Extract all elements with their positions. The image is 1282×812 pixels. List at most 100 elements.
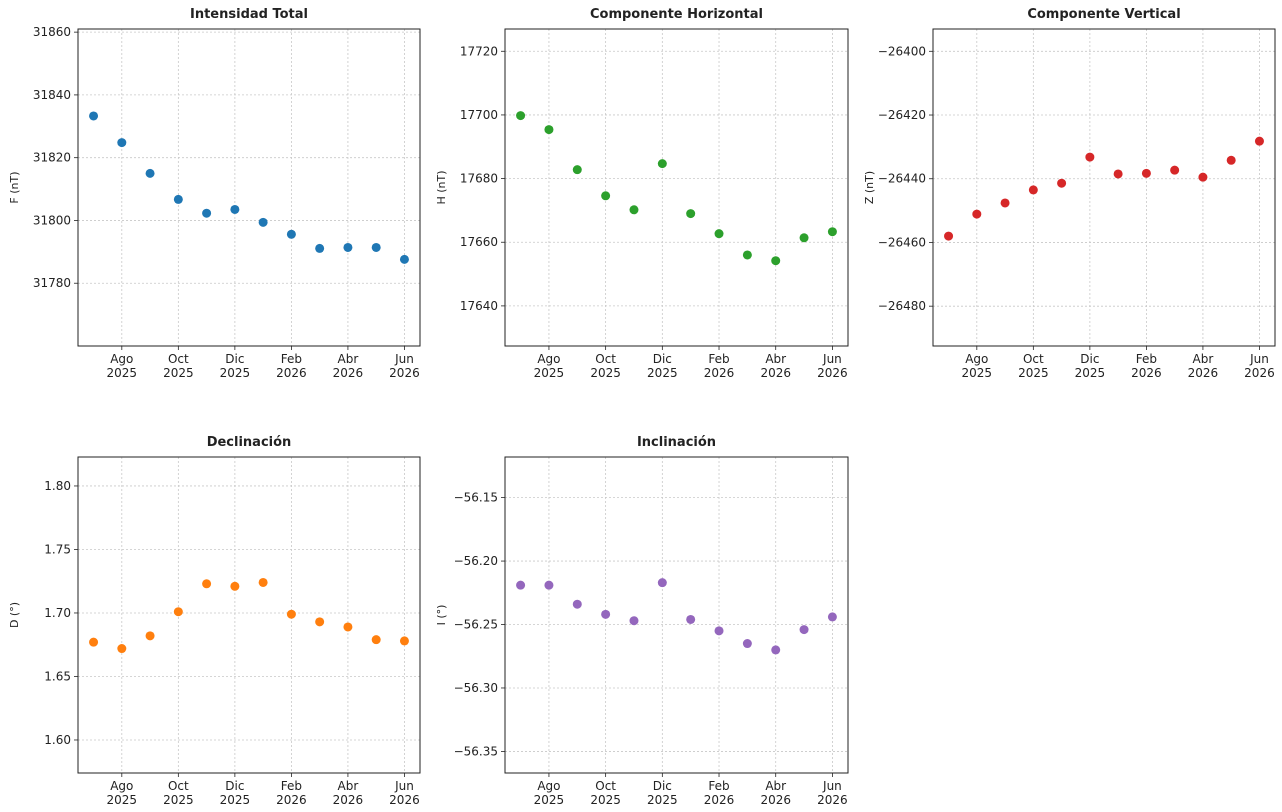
- point: [1113, 169, 1123, 179]
- x-tick-label: 2025: [1075, 366, 1106, 380]
- x-tick-label: 2025: [163, 793, 194, 807]
- point: [657, 578, 667, 588]
- x-tick-label: Oct: [595, 352, 616, 366]
- x-tick-label: 2025: [107, 366, 138, 380]
- x-tick-label: Jun: [822, 352, 842, 366]
- point: [657, 159, 667, 169]
- point: [286, 229, 296, 239]
- y-tick-label: −56.25: [454, 618, 498, 632]
- x-tick-label: 2026: [704, 366, 735, 380]
- x-tick-label: Oct: [168, 352, 189, 366]
- x-tick-label: Oct: [595, 779, 616, 793]
- x-tick-label: 2026: [389, 366, 420, 380]
- point: [230, 581, 240, 591]
- point: [1141, 168, 1151, 178]
- point: [827, 227, 837, 237]
- axes-frame: [77, 456, 421, 774]
- x-tick-label: 2025: [163, 366, 194, 380]
- x-tick-label: Dic: [653, 352, 672, 366]
- x-tick-label: Jun: [1249, 352, 1269, 366]
- point: [1226, 155, 1236, 165]
- point: [173, 607, 183, 617]
- x-tick-label: 2025: [1018, 366, 1049, 380]
- point: [145, 168, 155, 178]
- point: [202, 208, 212, 218]
- x-tick-label: 2026: [276, 793, 307, 807]
- y-axis-label: F (nT): [8, 171, 21, 203]
- y-tick-label: 1.75: [44, 542, 71, 556]
- x-tick-label: Abr: [338, 779, 359, 793]
- point: [601, 191, 611, 201]
- point: [1028, 185, 1038, 195]
- point: [343, 622, 353, 632]
- y-tick-label: 1.65: [44, 669, 71, 683]
- point: [1254, 136, 1264, 146]
- point: [399, 636, 409, 646]
- x-tick-label: 2025: [590, 366, 621, 380]
- x-tick-label: 2025: [220, 366, 251, 380]
- x-tick-label: 2026: [389, 793, 420, 807]
- chart-title: Intensidad Total: [190, 7, 308, 22]
- x-tick-label: 2025: [647, 793, 678, 807]
- x-tick-label: Oct: [1023, 352, 1044, 366]
- y-tick-label: 1.60: [44, 733, 71, 747]
- y-axis-label: I (°): [435, 605, 448, 626]
- point: [686, 209, 696, 219]
- x-tick-label: Abr: [1193, 352, 1214, 366]
- x-tick-label: Ago: [110, 779, 133, 793]
- x-tick-label: 2025: [107, 793, 138, 807]
- x-tick-label: Dic: [1080, 352, 1099, 366]
- y-tick-label: 1.80: [44, 479, 71, 493]
- point: [258, 217, 268, 227]
- point: [145, 631, 155, 641]
- x-tick-label: Jun: [394, 779, 414, 793]
- y-tick-label: −26480: [878, 299, 926, 313]
- point: [117, 138, 127, 148]
- x-tick-label: Feb: [281, 779, 302, 793]
- y-tick-label: −56.20: [454, 554, 498, 568]
- point: [258, 577, 268, 587]
- point: [799, 233, 809, 243]
- x-tick-label: 2026: [817, 793, 848, 807]
- point: [601, 609, 611, 619]
- point: [972, 209, 982, 219]
- x-tick-label: 2026: [760, 793, 791, 807]
- point: [742, 250, 752, 260]
- y-tick-label: 1.70: [44, 606, 71, 620]
- axes-frame: [932, 28, 1276, 347]
- point: [117, 644, 127, 654]
- x-tick-label: Abr: [338, 352, 359, 366]
- axes-frame: [504, 456, 849, 774]
- point: [230, 204, 240, 214]
- x-tick-label: 2026: [1188, 366, 1219, 380]
- point: [686, 614, 696, 624]
- point: [771, 645, 781, 655]
- point: [1170, 165, 1180, 175]
- chart-title: Componente Horizontal: [590, 7, 763, 22]
- x-tick-label: 2025: [220, 793, 251, 807]
- point: [1057, 178, 1067, 188]
- x-tick-label: Feb: [708, 779, 729, 793]
- y-tick-label: 31860: [33, 25, 71, 39]
- x-tick-label: 2026: [1131, 366, 1162, 380]
- x-tick-label: Jun: [822, 779, 842, 793]
- point: [173, 194, 183, 204]
- point: [1085, 152, 1095, 162]
- x-tick-label: Jun: [394, 352, 414, 366]
- y-tick-label: 17660: [460, 235, 498, 249]
- point: [629, 616, 639, 626]
- point: [89, 637, 99, 647]
- point: [572, 165, 582, 175]
- point: [714, 626, 724, 636]
- x-tick-label: 2025: [534, 366, 565, 380]
- y-tick-label: 31800: [33, 213, 71, 227]
- x-tick-label: 2026: [333, 366, 364, 380]
- point: [343, 242, 353, 252]
- x-tick-label: Feb: [1136, 352, 1157, 366]
- y-tick-label: −26420: [878, 108, 926, 122]
- x-tick-label: Ago: [965, 352, 988, 366]
- point: [315, 243, 325, 253]
- y-axis-label: H (nT): [435, 170, 448, 204]
- y-axis-label: Z (nT): [863, 171, 876, 204]
- chart-title: Inclinación: [637, 435, 716, 450]
